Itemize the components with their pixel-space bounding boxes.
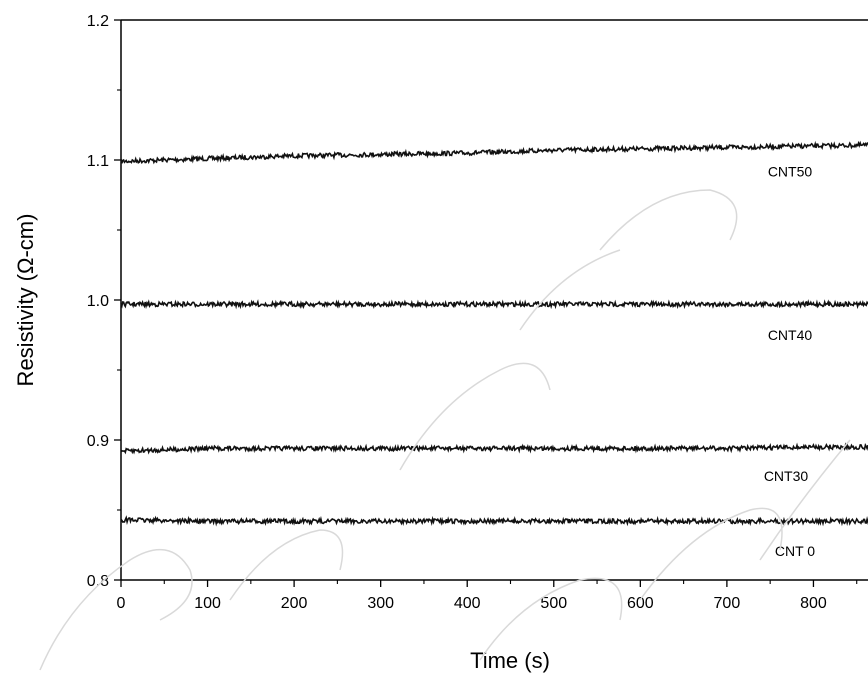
series-line-cnt30 <box>120 441 868 455</box>
x-tick-label: 400 <box>454 595 481 612</box>
series-line-cnt0 <box>120 515 868 527</box>
x-tick-label: 800 <box>800 595 827 612</box>
series-line-cnt40 <box>120 299 868 310</box>
x-axis-title: Time (s) <box>470 648 550 673</box>
series-label: CNT40 <box>768 327 813 343</box>
series-line-cnt50 <box>120 140 868 165</box>
labels-layer: CNT50 CNT40 CNT30 CNT 0 <box>764 164 815 560</box>
y-tick-label: 1.2 <box>87 13 109 30</box>
series-label: CNT 0 <box>775 543 815 559</box>
y-tick-label: 0.9 <box>87 433 109 450</box>
x-tick-label: 500 <box>540 595 567 612</box>
series-label: CNT30 <box>764 468 809 484</box>
x-tick-label: 300 <box>367 595 394 612</box>
y-tick-label: 1.1 <box>87 153 109 170</box>
series-layer <box>120 140 868 527</box>
x-tick-label: 600 <box>627 595 654 612</box>
x-tick-label: 100 <box>194 595 221 612</box>
x-tick-label: 200 <box>281 595 308 612</box>
y-tick-label: 1.0 <box>87 293 109 310</box>
series-label: CNT50 <box>768 164 813 180</box>
y-tick-label: 0.8 <box>87 573 109 590</box>
y-axis-title: Resistivity (Ω-cm) <box>13 214 38 387</box>
x-tick-label: 700 <box>714 595 741 612</box>
x-tick-label: 0 <box>117 595 126 612</box>
